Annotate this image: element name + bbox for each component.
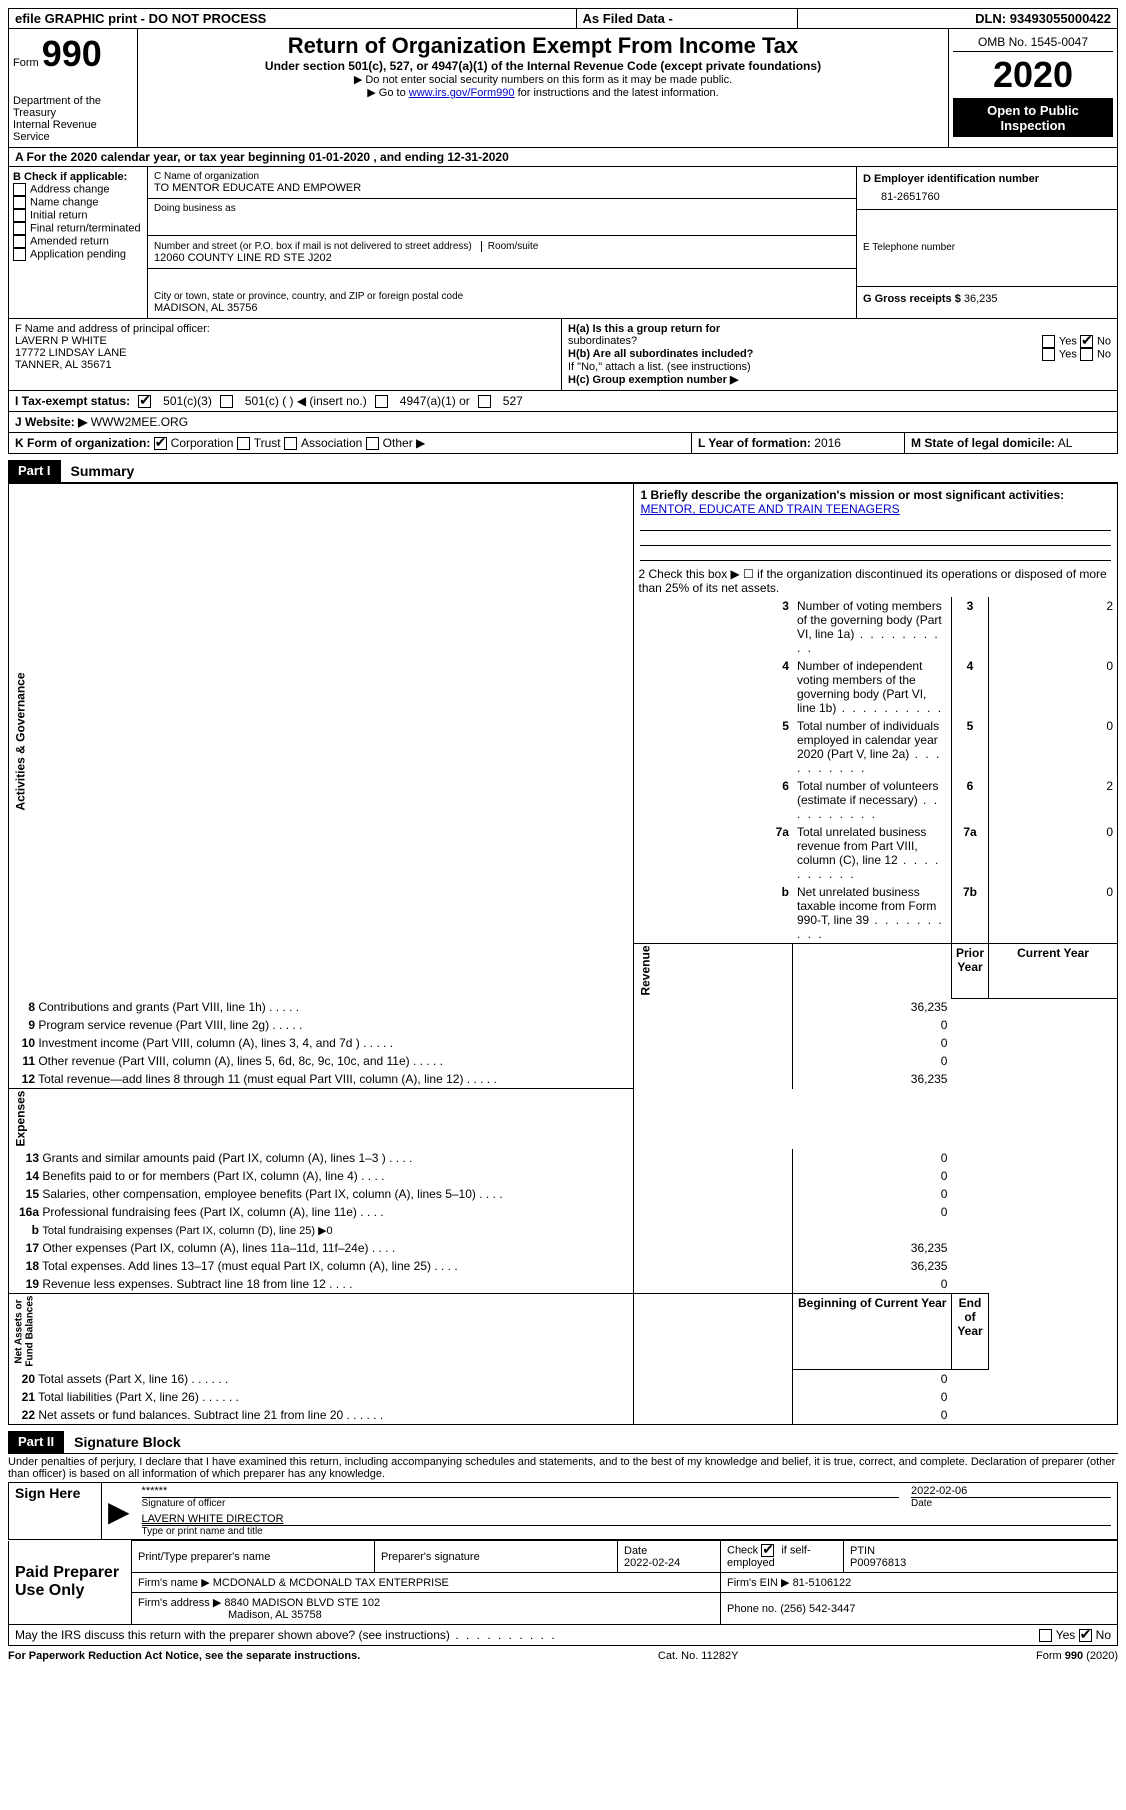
chk-ha-yes[interactable] (1042, 335, 1055, 348)
part-ii-header: Part II Signature Block (8, 1431, 1118, 1454)
chk-501c[interactable] (220, 395, 233, 408)
box-h: H(a) Is this a group return for subordin… (562, 319, 1118, 391)
vtab-revenue: Revenue (634, 944, 793, 999)
summary-exp-row: 15 Salaries, other compensation, employe… (9, 1185, 1118, 1203)
form-subtitle: Under section 501(c), 527, or 4947(a)(1)… (142, 59, 944, 73)
summary-exp-row: 17 Other expenses (Part IX, column (A), … (9, 1239, 1118, 1257)
vtab-governance: Activities & Governance (9, 484, 634, 999)
chk-final-return[interactable] (13, 222, 26, 235)
chk-501c3[interactable] (138, 395, 151, 408)
chk-corp[interactable] (154, 437, 167, 450)
top-header-bar: efile GRAPHIC print - DO NOT PROCESS As … (8, 8, 1118, 29)
irs-link[interactable]: www.irs.gov/Form990 (409, 87, 515, 99)
chk-initial-return[interactable] (13, 209, 26, 222)
summary-rev-row: 10 Investment income (Part VIII, column … (9, 1034, 1118, 1052)
chk-trust[interactable] (237, 437, 250, 450)
title-cell: Return of Organization Exempt From Incom… (138, 29, 949, 148)
instr-1: ▶ Do not enter social security numbers o… (142, 73, 944, 86)
chk-discuss-yes[interactable] (1039, 1629, 1052, 1642)
dln-cell: DLN: 93493055000422 (798, 9, 1118, 29)
row-a-calendar-year: A For the 2020 calendar year, or tax yea… (8, 148, 1118, 167)
summary-net-row: 22 Net assets or fund balances. Subtract… (9, 1406, 1118, 1425)
footer-row: For Paperwork Reduction Act Notice, see … (8, 1650, 1118, 1662)
chk-application-pending[interactable] (13, 248, 26, 261)
chk-assoc[interactable] (284, 437, 297, 450)
officer-group-block: F Name and address of principal officer:… (8, 319, 1118, 391)
year-cell: OMB No. 1545-0047 2020 Open to Public In… (949, 29, 1118, 148)
tax-year: 2020 (953, 52, 1113, 99)
perjury-statement: Under penalties of perjury, I declare th… (8, 1454, 1118, 1482)
asfiled-label: As Filed Data - (576, 9, 798, 29)
dln-label: DLN: (975, 11, 1006, 26)
summary-exp-row: 14 Benefits paid to or for members (Part… (9, 1167, 1118, 1185)
summary-net-row: 21 Total liabilities (Part X, line 26) .… (9, 1388, 1118, 1406)
summary-net-row: 20 Total assets (Part X, line 16) . . . … (9, 1370, 1118, 1389)
box-d: D Employer identification number 81-2651… (857, 167, 1117, 210)
part-i-header: Part I Summary (8, 460, 1118, 483)
vtab-expenses: Expenses (9, 1089, 634, 1150)
form-number: 990 (42, 33, 102, 74)
paid-preparer-block: Paid Preparer Use Only Print/Type prepar… (8, 1540, 1118, 1625)
summary-rev-row: 11 Other revenue (Part VIII, column (A),… (9, 1052, 1118, 1070)
summary-rev-row: 12 Total revenue—add lines 8 through 11 … (9, 1070, 1118, 1089)
box-c-dba: Doing business as (148, 199, 856, 236)
vtab-netassets: Net Assets orFund Balances (9, 1294, 634, 1370)
row-k-org-form: K Form of organization: Corporation Trus… (8, 433, 1118, 454)
open-inspection: Open to Public Inspection (953, 99, 1113, 137)
instr-2: ▶ Go to www.irs.gov/Form990 for instruct… (142, 86, 944, 99)
dept-line2: Internal Revenue Service (13, 119, 133, 143)
form-title: Return of Organization Exempt From Incom… (142, 33, 944, 59)
box-e: E Telephone number (857, 236, 1117, 287)
box-c-city: City or town, state or province, country… (148, 287, 856, 318)
box-c-street: Number and street (or P.O. box if mail i… (148, 236, 856, 269)
mission-text: MENTOR, EDUCATE AND TRAIN TEENAGERS (640, 502, 899, 516)
row-i-tax-status: I Tax-exempt status: 501(c)(3) 501(c) ( … (8, 391, 1118, 412)
summary-rev-row: 9 Program service revenue (Part VIII, li… (9, 1016, 1118, 1034)
sign-arrow-icon: ▶ (102, 1483, 136, 1540)
irs-discuss-row: May the IRS discuss this return with the… (8, 1625, 1118, 1646)
summary-exp-row: 16a Professional fundraising fees (Part … (9, 1203, 1118, 1221)
row-j-website: J Website: ▶ WWW2MEE.ORG (8, 412, 1118, 433)
chk-name-change[interactable] (13, 196, 26, 209)
chk-discuss-no[interactable] (1079, 1629, 1092, 1642)
dept-line1: Department of the Treasury (13, 95, 133, 119)
box-f: F Name and address of principal officer:… (9, 319, 562, 391)
sign-here-block: Sign Here ▶ ****** Signature of officer … (8, 1482, 1118, 1540)
line-2-discontinued: 2 Check this box ▶ ☐ if the organization… (634, 565, 1118, 597)
box-g: G Gross receipts $ 36,235 (857, 287, 1117, 311)
form-word: Form (13, 57, 39, 69)
dln-value: 93493055000422 (1010, 11, 1111, 26)
efile-label: efile GRAPHIC print - DO NOT PROCESS (9, 9, 577, 29)
chk-hb-no[interactable] (1080, 348, 1093, 361)
box-b: B Check if applicable: Address change Na… (9, 167, 148, 319)
chk-self-employed[interactable] (761, 1544, 774, 1557)
form-header: Form 990 Department of the Treasury Inte… (8, 29, 1118, 148)
summary-exp-row: 18 Total expenses. Add lines 13–17 (must… (9, 1257, 1118, 1275)
chk-527[interactable] (478, 395, 491, 408)
summary-exp-row: b Total fundraising expenses (Part IX, c… (9, 1221, 1118, 1239)
omb-number: OMB No. 1545-0047 (953, 33, 1113, 52)
summary-exp-row: 19 Revenue less expenses. Subtract line … (9, 1275, 1118, 1294)
summary-table: Activities & Governance 1 Briefly descri… (8, 483, 1118, 1425)
summary-rev-row: 8 Contributions and grants (Part VIII, l… (9, 998, 1118, 1016)
chk-hb-yes[interactable] (1042, 348, 1055, 361)
summary-exp-row: 13 Grants and similar amounts paid (Part… (9, 1149, 1118, 1167)
entity-block: B Check if applicable: Address change Na… (8, 167, 1118, 319)
chk-ha-no[interactable] (1080, 335, 1093, 348)
form-id-cell: Form 990 Department of the Treasury Inte… (9, 29, 138, 148)
chk-4947[interactable] (375, 395, 388, 408)
chk-other[interactable] (366, 437, 379, 450)
chk-address-change[interactable] (13, 183, 26, 196)
chk-amended-return[interactable] (13, 235, 26, 248)
box-c-name: C Name of organization TO MENTOR EDUCATE… (148, 167, 856, 199)
